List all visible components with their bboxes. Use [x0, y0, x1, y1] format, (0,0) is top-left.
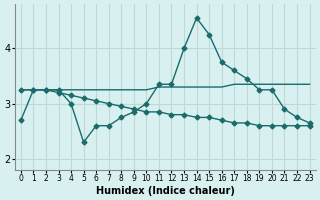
X-axis label: Humidex (Indice chaleur): Humidex (Indice chaleur)	[96, 186, 235, 196]
